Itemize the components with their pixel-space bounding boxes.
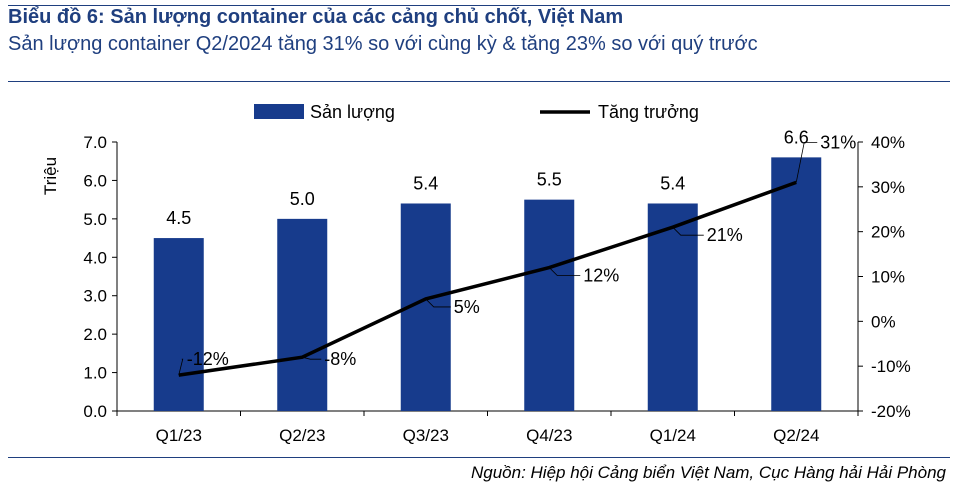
- title-divider: [8, 5, 950, 6]
- growth-leader-line: [795, 141, 818, 183]
- bar: [153, 238, 204, 411]
- bar-value-label: 5.0: [290, 189, 315, 209]
- bar-value-label: 6.6: [784, 127, 809, 147]
- chart-title: Biểu đồ 6: Sản lượng container của các c…: [8, 6, 624, 28]
- bar-value-label: 5.4: [413, 173, 438, 193]
- growth-value-label: -8%: [324, 349, 356, 369]
- growth-value-label: 21%: [707, 225, 743, 245]
- growth-leader-line: [302, 356, 322, 360]
- bar-value-label: 5.4: [660, 173, 685, 193]
- chart-subtitle: Sản lượng container Q2/2024 tăng 31% so …: [8, 33, 758, 55]
- growth-value-label: 5%: [454, 297, 480, 317]
- y-tick-label: 7.0: [83, 133, 107, 152]
- chart-canvas: 0.0 1.0 2.0 3.0 4.0 5.0 6.0 7.0 -20% -10% 0% 10% 20%…: [41, 102, 911, 445]
- y-tick-label: 6.0: [83, 171, 107, 190]
- bar: [771, 157, 822, 411]
- x-tick-label: Q1/24: [650, 426, 696, 445]
- subtitle-divider: [8, 81, 950, 82]
- growth-line: [178, 180, 797, 377]
- legend-bar-swatch: [254, 104, 304, 119]
- growth-value-label: -12%: [187, 349, 229, 369]
- bar: [647, 203, 698, 411]
- source-note: Nguồn: Hiệp hội Cảng biển Việt Nam, Cục …: [470, 463, 946, 482]
- y2-tick-label: 40%: [871, 133, 905, 152]
- y-tick-label: 5.0: [83, 210, 107, 229]
- y2-tick-label: -10%: [871, 357, 911, 376]
- growth-leader-line: [672, 226, 704, 236]
- footer-divider: [8, 457, 950, 458]
- x-tick-label: Q2/24: [773, 426, 819, 445]
- x-tick-label: Q2/23: [279, 426, 325, 445]
- growth-leader-line: [178, 358, 184, 376]
- y-tick-label: 2.0: [83, 325, 107, 344]
- growth-leader-line: [548, 267, 581, 276]
- y-tick-label: 4.0: [83, 248, 107, 267]
- bar: [524, 199, 575, 411]
- y-tick-label: 1.0: [83, 364, 107, 383]
- y2-tick-label: -20%: [871, 402, 911, 421]
- y-tick-label: 0.0: [83, 402, 107, 421]
- x-tick-label: Q3/23: [403, 426, 449, 445]
- y2-tick-label: 0%: [871, 312, 896, 331]
- growth-leader-line: [425, 298, 451, 308]
- y2-tick-label: 20%: [871, 223, 905, 242]
- y-axis-title: Triệu: [41, 157, 60, 195]
- growth-value-label: 31%: [820, 132, 856, 152]
- x-tick-label: Q1/23: [156, 426, 202, 445]
- growth-value-label: 12%: [583, 266, 619, 286]
- legend-line-label: Tăng trưởng: [598, 102, 699, 122]
- legend-bar-label: Sản lượng: [310, 102, 395, 122]
- bar-value-label: 5.5: [537, 170, 562, 190]
- y2-tick-label: 10%: [871, 268, 905, 287]
- bar-value-label: 4.5: [166, 208, 191, 228]
- y-tick-label: 3.0: [83, 287, 107, 306]
- y2-tick-label: 30%: [871, 178, 905, 197]
- x-tick-label: Q4/23: [526, 426, 572, 445]
- bar: [277, 218, 328, 411]
